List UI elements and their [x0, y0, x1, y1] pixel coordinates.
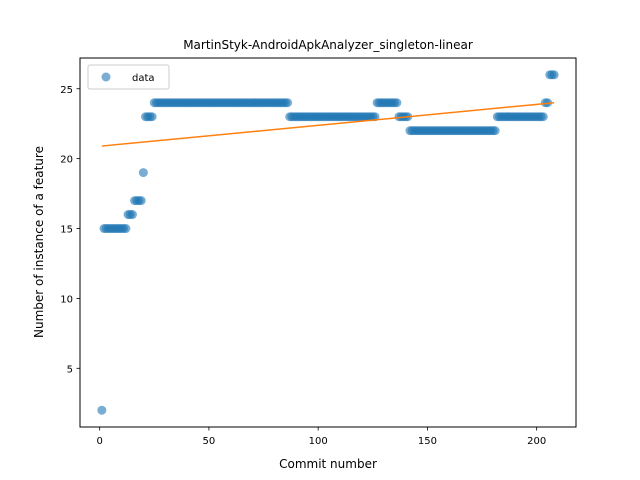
y-tick-label: 25 [60, 85, 73, 96]
plot-frame [79, 57, 577, 428]
axis-ticks: 0 50 100 150 200 5 10 15 20 25 [60, 85, 546, 447]
data-point [549, 70, 559, 80]
data-point [490, 126, 500, 136]
x-tick-label: 0 [96, 436, 102, 447]
y-tick-label: 5 [67, 364, 73, 375]
fit-line [101, 101, 555, 147]
data-point [97, 405, 107, 415]
data-point [538, 112, 548, 122]
x-tick-label: 200 [527, 436, 546, 447]
data-point [392, 98, 402, 108]
data-point [283, 98, 293, 108]
y-tick-label: 15 [60, 225, 73, 236]
plot-area [97, 70, 559, 415]
x-tick-label: 50 [203, 436, 216, 447]
data-point [147, 112, 157, 122]
x-axis-label: Commit number [279, 457, 377, 471]
data-point [138, 168, 148, 178]
data-point [136, 196, 146, 206]
data-point [127, 210, 137, 220]
data-point [121, 224, 131, 234]
x-tick-label: 150 [418, 436, 437, 447]
chart-title: MartinStyk-AndroidApkAnalyzer_singleton-… [183, 38, 473, 52]
y-tick-label: 10 [60, 294, 73, 305]
legend: data [87, 64, 170, 90]
x-tick-label: 100 [309, 436, 328, 447]
legend-marker [101, 72, 111, 82]
legend-box [87, 64, 170, 90]
legend-label: data [132, 73, 155, 84]
y-tick-label: 20 [60, 155, 73, 166]
y-axis-label: Number of instance of a feature [32, 146, 46, 338]
